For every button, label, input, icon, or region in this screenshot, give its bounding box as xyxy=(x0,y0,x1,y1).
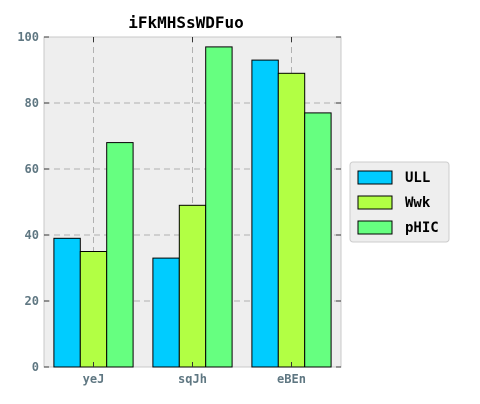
legend-swatch-Wwk xyxy=(357,195,393,210)
legend: ULL Wwk pHIC xyxy=(349,161,450,243)
y-tick-label: 80 xyxy=(25,96,39,110)
x-tick-label: sqJh xyxy=(178,372,207,386)
y-tick-label: 60 xyxy=(25,162,39,176)
bar-Wwk-eBEn xyxy=(277,72,306,368)
x-tick-label: yeJ xyxy=(83,372,105,386)
bar-Wwk-sqJh xyxy=(178,204,207,368)
legend-label-pHIC: pHIC xyxy=(405,220,439,236)
bar-Wwk-yeJ xyxy=(79,251,108,368)
legend-label-ULL: ULL xyxy=(405,170,430,186)
bar-pHIC-eBEn xyxy=(304,112,332,368)
bar-pHIC-yeJ xyxy=(106,142,134,368)
chart-title: iFkMHSsWDFuo xyxy=(128,13,244,32)
bar-ULL-eBEn xyxy=(251,59,279,368)
y-axis-ticks: 0 20 40 60 80 100 xyxy=(17,30,341,374)
legend-swatch-pHIC xyxy=(357,220,393,235)
legend-label-Wwk: Wwk xyxy=(405,195,431,211)
y-tick-label: 0 xyxy=(32,360,39,374)
bar-ULL-yeJ xyxy=(53,237,81,368)
legend-swatch-ULL xyxy=(357,170,393,185)
bar-pHIC-sqJh xyxy=(205,46,233,368)
bar-ULL-sqJh xyxy=(152,257,180,368)
y-tick-label: 40 xyxy=(25,228,39,242)
bars xyxy=(53,46,332,368)
y-tick-label: 20 xyxy=(25,294,39,308)
x-tick-label: eBEn xyxy=(277,372,306,386)
y-tick-label: 100 xyxy=(17,30,39,44)
x-axis-ticks: yeJ sqJh eBEn xyxy=(83,37,306,386)
